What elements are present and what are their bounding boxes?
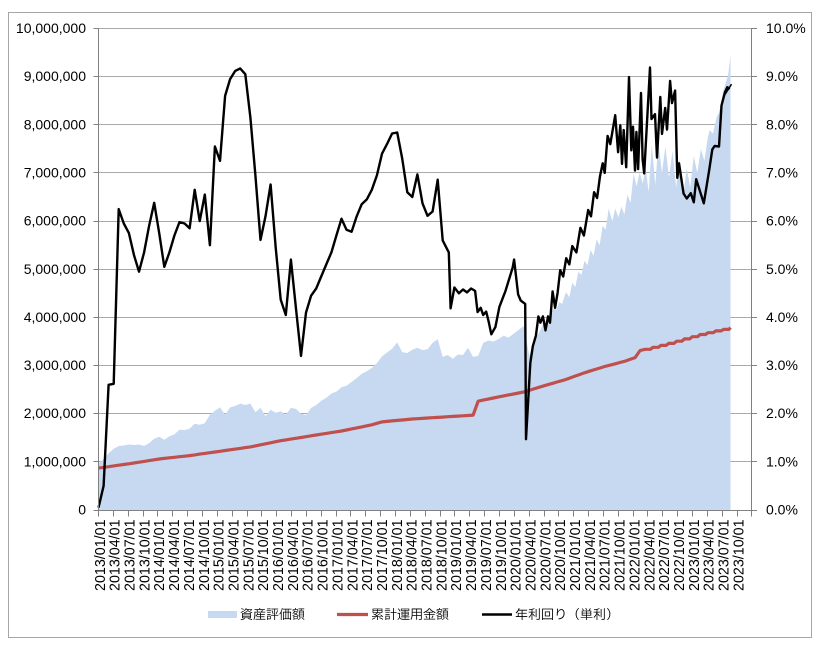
svg-text:2021/04/01: 2021/04/01 bbox=[583, 519, 599, 591]
svg-text:7,000,000: 7,000,000 bbox=[24, 164, 86, 180]
svg-text:2014/04/01: 2014/04/01 bbox=[167, 519, 183, 591]
svg-text:2021/01/01: 2021/01/01 bbox=[568, 519, 584, 591]
svg-text:2015/04/01: 2015/04/01 bbox=[226, 519, 242, 591]
svg-text:2020/07/01: 2020/07/01 bbox=[538, 519, 554, 591]
svg-text:2020/10/01: 2020/10/01 bbox=[553, 519, 569, 591]
svg-text:4.0%: 4.0% bbox=[766, 309, 798, 325]
svg-text:2022/04/01: 2022/04/01 bbox=[642, 519, 658, 591]
svg-text:7.0%: 7.0% bbox=[766, 164, 798, 180]
svg-text:2014/10/01: 2014/10/01 bbox=[197, 519, 213, 591]
svg-text:2013/01/01: 2013/01/01 bbox=[93, 519, 109, 591]
svg-text:2018/04/01: 2018/04/01 bbox=[405, 519, 421, 591]
svg-text:2023/10/01: 2023/10/01 bbox=[731, 519, 747, 591]
svg-text:9.0%: 9.0% bbox=[766, 68, 798, 84]
svg-text:3,000,000: 3,000,000 bbox=[24, 357, 86, 373]
svg-text:2013/04/01: 2013/04/01 bbox=[108, 519, 124, 591]
svg-text:0.0%: 0.0% bbox=[766, 502, 798, 518]
svg-text:2018/10/01: 2018/10/01 bbox=[434, 519, 450, 591]
svg-text:2,000,000: 2,000,000 bbox=[24, 405, 86, 421]
svg-text:2018/01/01: 2018/01/01 bbox=[390, 519, 406, 591]
svg-text:9,000,000: 9,000,000 bbox=[24, 68, 86, 84]
svg-text:2017/10/01: 2017/10/01 bbox=[375, 519, 391, 591]
svg-text:2.0%: 2.0% bbox=[766, 405, 798, 421]
svg-text:2020/01/01: 2020/01/01 bbox=[509, 519, 525, 591]
svg-text:2013/07/01: 2013/07/01 bbox=[123, 519, 139, 591]
svg-text:2015/10/01: 2015/10/01 bbox=[256, 519, 272, 591]
svg-text:3.0%: 3.0% bbox=[766, 357, 798, 373]
svg-text:5,000,000: 5,000,000 bbox=[24, 261, 86, 277]
svg-text:2019/07/01: 2019/07/01 bbox=[479, 519, 495, 591]
svg-text:8.0%: 8.0% bbox=[766, 116, 798, 132]
svg-text:6,000,000: 6,000,000 bbox=[24, 213, 86, 229]
svg-text:2022/10/01: 2022/10/01 bbox=[672, 519, 688, 591]
svg-text:2014/07/01: 2014/07/01 bbox=[182, 519, 198, 591]
svg-text:4,000,000: 4,000,000 bbox=[24, 309, 86, 325]
svg-text:2017/07/01: 2017/07/01 bbox=[360, 519, 376, 591]
svg-text:10,000,000: 10,000,000 bbox=[16, 20, 86, 36]
svg-text:1,000,000: 1,000,000 bbox=[24, 453, 86, 469]
svg-text:2016/04/01: 2016/04/01 bbox=[286, 519, 302, 591]
svg-text:2019/10/01: 2019/10/01 bbox=[494, 519, 510, 591]
svg-text:8,000,000: 8,000,000 bbox=[24, 116, 86, 132]
svg-text:2019/04/01: 2019/04/01 bbox=[464, 519, 480, 591]
svg-text:2018/07/01: 2018/07/01 bbox=[420, 519, 436, 591]
svg-text:6.0%: 6.0% bbox=[766, 213, 798, 229]
svg-text:2022/01/01: 2022/01/01 bbox=[627, 519, 643, 591]
svg-text:2021/07/01: 2021/07/01 bbox=[598, 519, 614, 591]
svg-text:2020/04/01: 2020/04/01 bbox=[523, 519, 539, 591]
svg-text:5.0%: 5.0% bbox=[766, 261, 798, 277]
svg-text:2016/01/01: 2016/01/01 bbox=[271, 519, 287, 591]
svg-text:2023/07/01: 2023/07/01 bbox=[717, 519, 733, 591]
svg-text:2016/10/01: 2016/10/01 bbox=[316, 519, 332, 591]
svg-text:2013/10/01: 2013/10/01 bbox=[137, 519, 153, 591]
svg-text:2017/01/01: 2017/01/01 bbox=[330, 519, 346, 591]
svg-text:2019/01/01: 2019/01/01 bbox=[449, 519, 465, 591]
svg-text:2015/07/01: 2015/07/01 bbox=[241, 519, 257, 591]
svg-text:2015/01/01: 2015/01/01 bbox=[212, 519, 228, 591]
svg-text:2016/07/01: 2016/07/01 bbox=[301, 519, 317, 591]
svg-text:2017/04/01: 2017/04/01 bbox=[345, 519, 361, 591]
svg-text:2014/01/01: 2014/01/01 bbox=[152, 519, 168, 591]
svg-text:2023/01/01: 2023/01/01 bbox=[687, 519, 703, 591]
svg-text:2023/04/01: 2023/04/01 bbox=[702, 519, 718, 591]
svg-text:10.0%: 10.0% bbox=[766, 20, 806, 36]
svg-text:1.0%: 1.0% bbox=[766, 453, 798, 469]
svg-text:0: 0 bbox=[78, 502, 86, 518]
svg-text:2021/10/01: 2021/10/01 bbox=[613, 519, 629, 591]
svg-text:2022/07/01: 2022/07/01 bbox=[657, 519, 673, 591]
